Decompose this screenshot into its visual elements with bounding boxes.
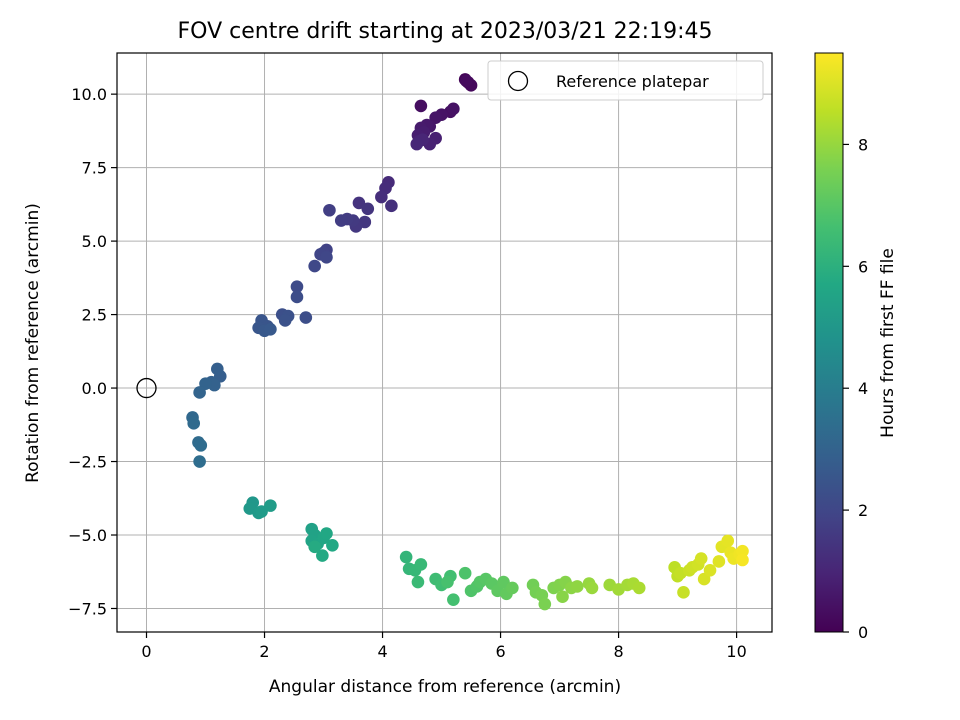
data-point — [506, 581, 519, 595]
data-point — [447, 102, 460, 116]
data-points — [186, 73, 749, 611]
data-point — [399, 550, 413, 564]
data-point — [361, 202, 375, 216]
data-point — [326, 538, 339, 552]
data-point — [194, 439, 208, 452]
data-point — [334, 214, 348, 227]
y-tick-label: −7.5 — [68, 599, 107, 618]
data-point — [703, 563, 717, 577]
data-point — [320, 527, 333, 540]
data-point — [721, 534, 735, 548]
data-point — [411, 575, 425, 589]
data-point — [556, 590, 569, 604]
x-tick-label: 8 — [613, 642, 623, 661]
data-point — [585, 581, 599, 595]
data-point — [320, 250, 333, 264]
data-point — [187, 417, 201, 430]
data-point — [736, 553, 749, 567]
y-tick-label: 0.0 — [82, 379, 107, 398]
colorbar-tick-label: 0 — [858, 623, 868, 642]
data-point — [677, 586, 690, 599]
data-point — [193, 386, 206, 399]
data-point — [458, 566, 472, 580]
legend-box — [487, 60, 764, 101]
x-axis-label: Angular distance from reference (arcmin) — [269, 677, 621, 697]
y-tick-label: 5.0 — [82, 232, 107, 251]
data-point — [255, 505, 268, 518]
colorbar-tick-label: 2 — [858, 501, 868, 520]
data-point — [447, 593, 460, 606]
reference-platepar-marker — [136, 377, 157, 399]
data-point — [323, 203, 336, 217]
data-point — [299, 311, 313, 324]
colorbar-tick-label: 8 — [858, 135, 868, 154]
data-point — [414, 99, 428, 113]
data-point — [308, 540, 321, 554]
reference-marker-layer — [136, 377, 157, 399]
data-point — [632, 581, 646, 595]
data-point — [290, 280, 304, 293]
plot-frame — [116, 52, 773, 633]
y-ticks: −7.5 −5.0 −2.5 0.0 2.5 5.0 7.5 10.0 — [68, 85, 117, 618]
colorbar-tick-label: 4 — [858, 379, 868, 398]
data-point — [385, 199, 398, 213]
legend-label-reference: Reference platepar — [556, 72, 709, 91]
data-point — [316, 549, 329, 562]
x-tick-label: 2 — [259, 642, 269, 661]
data-point — [497, 575, 510, 589]
legend-marker-reference — [507, 70, 529, 92]
data-point — [694, 552, 708, 565]
data-point — [414, 558, 428, 571]
x-tick-label: 0 — [141, 642, 151, 661]
data-point — [290, 290, 304, 304]
data-point — [538, 597, 552, 611]
data-point — [264, 322, 277, 336]
x-tick-label: 4 — [377, 642, 387, 661]
colorbar — [814, 52, 844, 633]
data-point — [460, 74, 473, 88]
y-tick-label: 7.5 — [82, 159, 107, 178]
x-ticks: 0 2 4 6 8 10 — [141, 632, 747, 661]
colorbar-label: Hours from first FF file — [878, 248, 898, 438]
x-tick-label: 6 — [495, 642, 505, 661]
data-point — [211, 362, 224, 376]
data-point — [193, 455, 206, 468]
data-point — [375, 190, 388, 204]
data-point — [712, 555, 726, 568]
y-tick-label: −5.0 — [68, 526, 107, 545]
colorbar-ticks: 0 2 4 6 8 — [843, 135, 868, 642]
y-tick-label: 10.0 — [71, 85, 107, 104]
chart-title: FOV centre drift starting at 2023/03/21 … — [178, 19, 713, 44]
data-point — [410, 137, 424, 151]
data-point — [264, 499, 277, 512]
x-tick-label: 10 — [726, 642, 746, 661]
y-tick-label: 2.5 — [82, 306, 107, 325]
data-point — [352, 196, 366, 210]
data-point — [736, 544, 749, 558]
legend: Reference platepar — [487, 60, 764, 101]
data-point — [570, 580, 584, 593]
data-point — [308, 259, 321, 273]
colorbar-tick-label: 6 — [858, 257, 868, 276]
y-tick-label: −2.5 — [68, 453, 107, 472]
grid — [117, 53, 772, 632]
data-point — [278, 314, 292, 327]
data-point — [441, 575, 454, 589]
y-axis-label: Rotation from reference (arcmin) — [23, 203, 43, 483]
